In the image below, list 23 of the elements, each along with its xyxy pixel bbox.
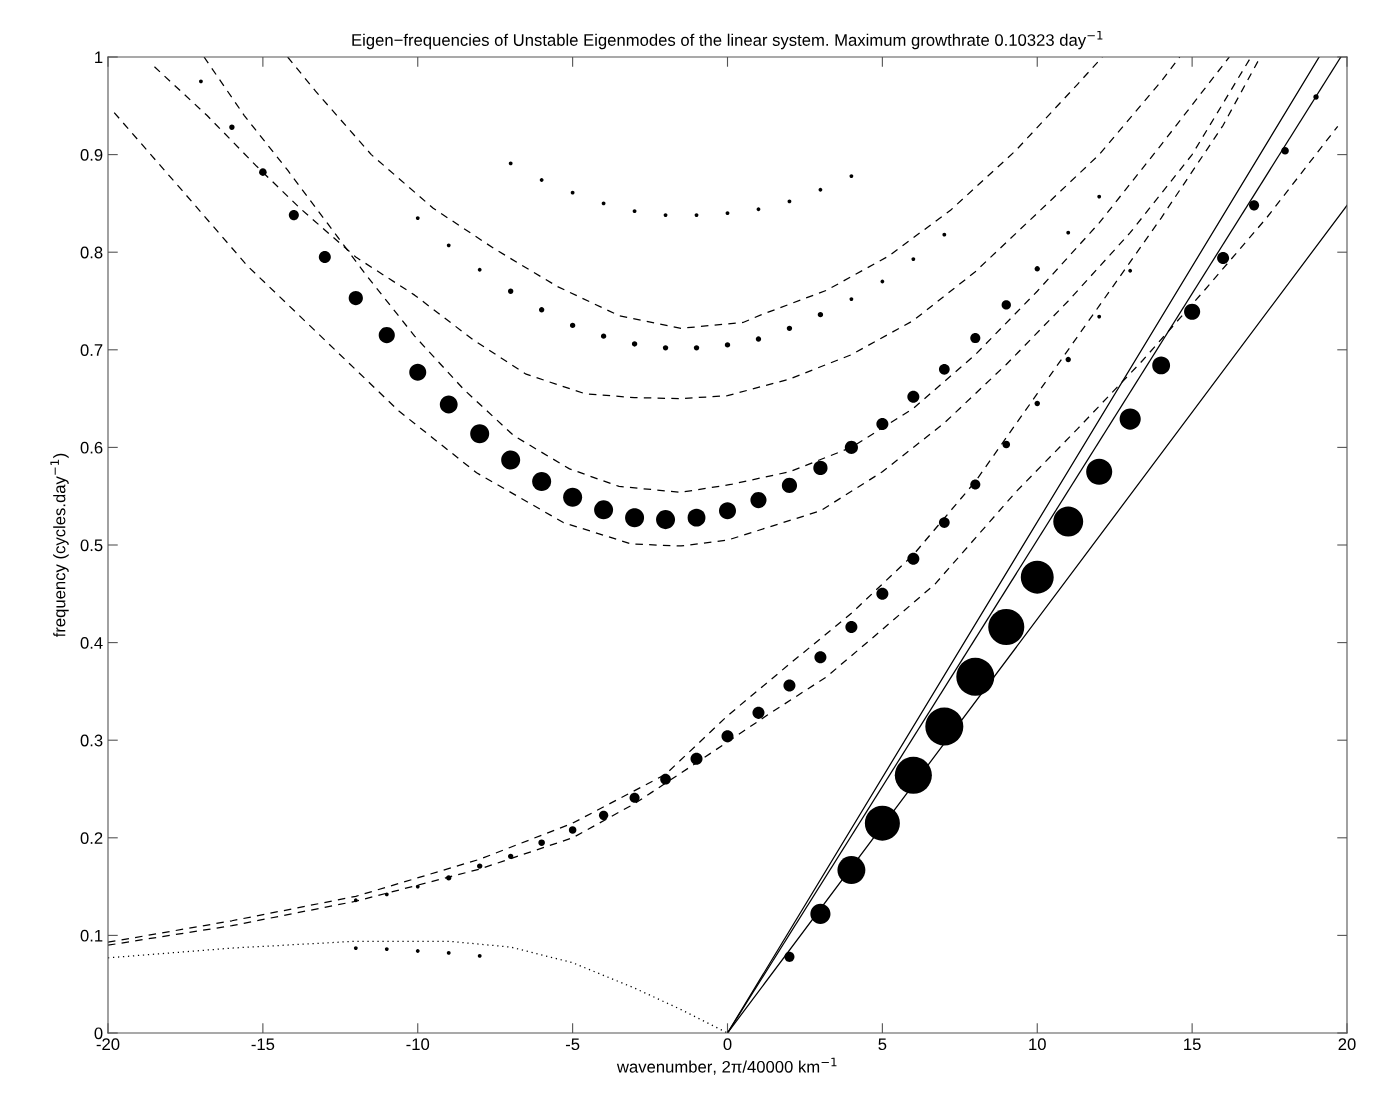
chart-title: Eigen−frequencies of Unstable Eigenmodes of the linear system. Maximum growthrate 0.10323 day$^{−1}$ bbox=[352, 30, 1103, 50]
x-tick-label: -5 bbox=[565, 1038, 580, 1051]
y-tick-label: 0.8 bbox=[80, 246, 103, 259]
x-tick-label: 10 bbox=[1029, 1038, 1046, 1051]
y-tick-label: 0.6 bbox=[80, 441, 103, 454]
x-tick-label: -20 bbox=[96, 1038, 120, 1051]
y-tick-label: 0 bbox=[94, 1027, 103, 1040]
x-tick-label: 15 bbox=[1184, 1038, 1201, 1051]
x-axis-title: wavenumber, 2π/40000 km$^{−1}$ bbox=[616, 1057, 837, 1075]
y-tick-label: 0.4 bbox=[80, 637, 103, 649]
x-tick-label: -15 bbox=[251, 1038, 275, 1051]
x-tick-label: -10 bbox=[406, 1038, 430, 1051]
x-tick-label: 5 bbox=[878, 1038, 887, 1051]
y-tick-label: 0.9 bbox=[80, 149, 103, 161]
y-tick-label: 0.7 bbox=[80, 344, 103, 356]
y-tick-label: 1 bbox=[95, 51, 103, 64]
y-tick-label: 0.3 bbox=[80, 734, 103, 747]
y-axis-title: frequency (cycles.day$^{−1}$) bbox=[50, 453, 69, 638]
y-tick-label: 0.1 bbox=[80, 929, 103, 942]
x-tick-label: 20 bbox=[1338, 1038, 1356, 1051]
x-tick-label: 0 bbox=[723, 1038, 732, 1051]
y-tick-label: 0.5 bbox=[80, 539, 103, 552]
y-tick-label: 0.2 bbox=[80, 832, 103, 844]
